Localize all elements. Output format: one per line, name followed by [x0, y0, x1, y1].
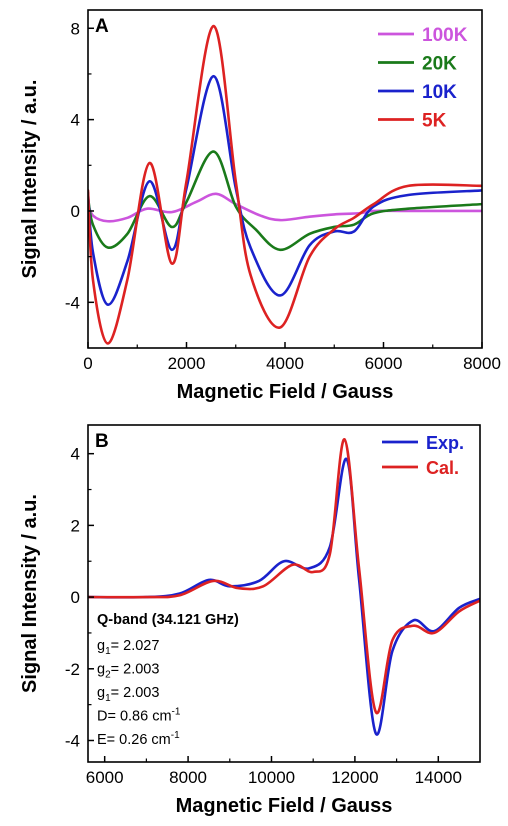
y-tick-label: 2 — [71, 516, 80, 535]
chart-panel-a: 0 2000 4000 6000 8000 -4 0 4 8 Magnetic Field / G… — [19, 9, 501, 403]
x-axis-label: Magnetic Field / Gauss — [176, 795, 393, 817]
y-tick-label: 4 — [71, 445, 80, 464]
x-tick-label: 12000 — [331, 768, 378, 787]
x-tick-label: 2000 — [168, 354, 206, 373]
annotation-line: D= 0.86 cm-1 — [97, 707, 181, 725]
y-tick-label: -4 — [65, 293, 80, 312]
legend: 100K 20K 10K 5K — [378, 25, 468, 132]
legend-label: 5K — [422, 111, 447, 132]
x-axis-label: Magnetic Field / Gauss — [177, 381, 394, 403]
annotation-line: g1= 2.003 — [97, 685, 159, 704]
series-line-cal — [88, 438, 480, 715]
annotation-line: g1= 2.027 — [97, 638, 159, 657]
x-tick-label: 10000 — [248, 768, 295, 787]
x-tick-label: 6000 — [86, 768, 124, 787]
legend-label: 20K — [422, 54, 457, 75]
legend-label: 100K — [422, 25, 468, 46]
x-tick-label: 0 — [83, 354, 92, 373]
y-axis-label: Signal Intensity / a.u. — [19, 494, 41, 693]
x-tick-label: 8000 — [169, 768, 207, 787]
annotation-title: Q-band (34.121 GHz) — [97, 612, 239, 628]
y-tick-label: -4 — [65, 731, 80, 750]
annotation-line: E= 0.26 cm-1 — [97, 730, 180, 748]
series-line-10k — [88, 74, 482, 306]
legend-label: 10K — [422, 82, 457, 103]
x-tick-label: 8000 — [463, 354, 501, 373]
annotation-line: g2= 2.003 — [97, 662, 159, 681]
panel-label: B — [95, 431, 109, 452]
legend-label: Cal. — [426, 458, 459, 478]
chart-panel-b: 6000 8000 10000 12000 14000 -4 -2 0 2 4 Magnetic F… — [19, 424, 481, 817]
y-tick-label: 0 — [71, 588, 80, 607]
x-tick-label: 6000 — [365, 354, 403, 373]
plot-frame — [87, 424, 481, 763]
series-line-5k — [88, 24, 482, 345]
x-tick-label: 4000 — [266, 354, 304, 373]
y-tick-label: 4 — [71, 111, 80, 130]
y-axis-label: Signal Intensity / a.u. — [19, 80, 41, 279]
y-tick-label: -2 — [65, 660, 80, 679]
legend: Exp. Cal. — [382, 433, 464, 478]
legend-label: Exp. — [426, 433, 464, 453]
series-line-20k — [88, 150, 482, 252]
x-tick-label: 14000 — [415, 768, 462, 787]
y-tick-label: 0 — [71, 202, 80, 221]
y-tick-label: 8 — [71, 19, 80, 38]
panel-label: A — [95, 16, 109, 37]
series-line-exp — [88, 457, 480, 736]
annotation: Q-band (34.121 GHz) g1= 2.027 g2= 2.003 g1=… — [97, 612, 239, 748]
